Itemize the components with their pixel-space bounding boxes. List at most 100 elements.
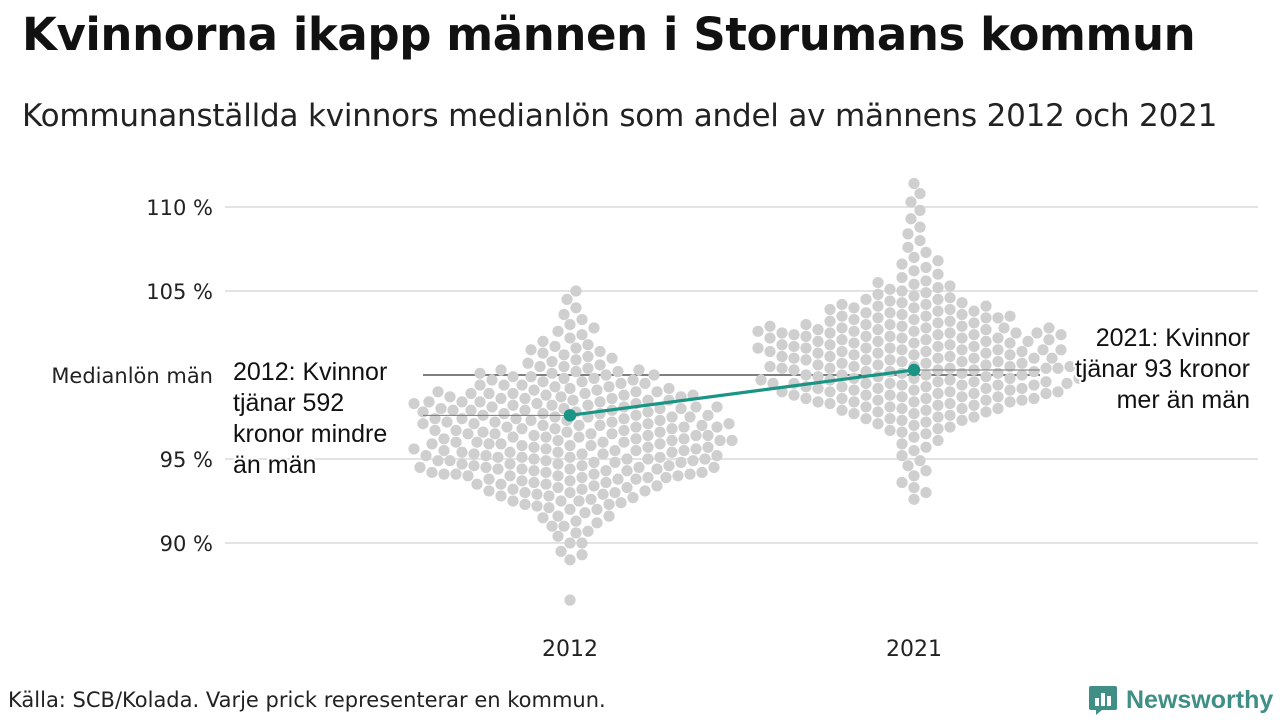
municipality-dot — [600, 369, 612, 381]
municipality-dot — [552, 481, 564, 494]
municipality-dot — [908, 396, 920, 408]
municipality-dot — [992, 367, 1004, 379]
municipality-dot — [920, 345, 932, 358]
municipality-dot — [1004, 337, 1016, 349]
municipality-dot — [1022, 335, 1034, 347]
municipality-dot — [968, 399, 980, 411]
municipality-dot — [552, 470, 564, 482]
municipality-dot — [932, 268, 944, 280]
municipality-dot — [507, 387, 519, 400]
municipality-dot — [684, 468, 696, 480]
municipality-dot — [633, 364, 645, 376]
municipality-dot — [944, 397, 956, 410]
municipality-dot — [609, 445, 621, 457]
municipality-dot — [872, 394, 884, 406]
municipality-dot — [546, 355, 558, 368]
municipality-dot — [465, 387, 477, 400]
municipality-dot — [860, 377, 872, 389]
municipality-dot — [920, 416, 932, 428]
municipality-dot — [615, 497, 627, 509]
municipality-dot — [588, 322, 600, 334]
municipality-dot — [1031, 327, 1043, 339]
municipality-dot — [1028, 352, 1040, 364]
brand-logo: Newsworthy — [1088, 682, 1273, 718]
municipality-dot — [534, 361, 546, 373]
municipality-dot — [660, 471, 672, 484]
highlight-layer — [563, 363, 921, 422]
municipality-dot — [678, 445, 690, 457]
newsworthy-logo-icon — [1089, 686, 1117, 715]
municipality-dot — [516, 423, 528, 435]
municipality-dot — [836, 381, 848, 393]
municipality-dot — [525, 344, 537, 356]
municipality-dot — [642, 429, 654, 442]
municipality-dot — [767, 377, 779, 389]
municipality-dot — [450, 436, 462, 448]
municipality-dot — [642, 406, 654, 418]
municipality-dot — [474, 367, 486, 379]
municipality-dot — [552, 530, 564, 542]
municipality-dot — [788, 340, 800, 353]
municipality-dot — [848, 396, 860, 408]
municipality-dot — [540, 455, 552, 467]
municipality-dot — [848, 313, 860, 326]
municipality-dot — [663, 382, 675, 395]
municipality-dot — [905, 213, 917, 225]
municipality-dot — [474, 379, 486, 391]
municipality-dot — [594, 419, 606, 431]
municipality-dot — [956, 332, 968, 344]
municipality-dot — [800, 392, 812, 405]
municipality-dot — [522, 357, 534, 369]
municipality-dot — [884, 295, 896, 307]
municipality-dot — [992, 379, 1004, 391]
municipality-dot — [570, 302, 582, 314]
municipality-dot — [642, 471, 654, 484]
dots-layer — [408, 177, 1085, 606]
municipality-dot — [956, 297, 968, 309]
highlight-connector-line — [569, 368, 915, 417]
municipality-dot — [884, 413, 896, 425]
municipality-dot — [483, 485, 495, 497]
municipality-dot — [812, 396, 824, 408]
municipality-dot — [504, 458, 516, 470]
municipality-dot — [920, 441, 932, 453]
municipality-dot — [495, 364, 507, 376]
municipality-dot — [848, 349, 860, 361]
municipality-dot — [860, 389, 872, 401]
municipality-dot — [519, 404, 531, 416]
municipality-dot — [702, 441, 714, 453]
municipality-dot — [546, 399, 558, 411]
municipality-dot — [932, 255, 944, 267]
municipality-dot — [642, 418, 654, 430]
municipality-dot — [417, 406, 429, 418]
municipality-dot — [456, 458, 468, 470]
municipality-dot — [618, 436, 630, 448]
municipality-dot — [914, 221, 926, 233]
municipality-dot — [633, 461, 645, 473]
municipality-dot — [618, 413, 630, 425]
municipality-dot — [1055, 344, 1067, 356]
municipality-dot — [528, 429, 540, 442]
municipality-dot — [612, 473, 624, 485]
municipality-dot — [968, 376, 980, 388]
municipality-dot — [980, 406, 992, 418]
municipality-dot — [447, 404, 459, 416]
municipality-dot — [764, 320, 776, 332]
municipality-dot — [920, 487, 932, 499]
municipality-dot — [570, 285, 582, 297]
municipality-dot — [639, 377, 651, 389]
municipality-dot — [468, 460, 480, 472]
municipality-dot — [687, 455, 699, 467]
municipality-dot — [435, 403, 447, 415]
municipality-dot — [654, 451, 666, 463]
chart-labels: 90 % 95 % 105 % 110 % Medianlön män 2012: Kvi… — [51, 196, 1252, 662]
municipality-dot — [537, 335, 549, 347]
municipality-dot — [824, 315, 836, 327]
municipality-dot — [579, 387, 591, 400]
municipality-dot — [432, 386, 444, 398]
municipality-dot — [564, 594, 576, 606]
municipality-dot — [582, 525, 594, 537]
municipality-dot — [678, 421, 690, 433]
municipality-dot — [860, 413, 872, 425]
municipality-dot — [573, 495, 585, 507]
